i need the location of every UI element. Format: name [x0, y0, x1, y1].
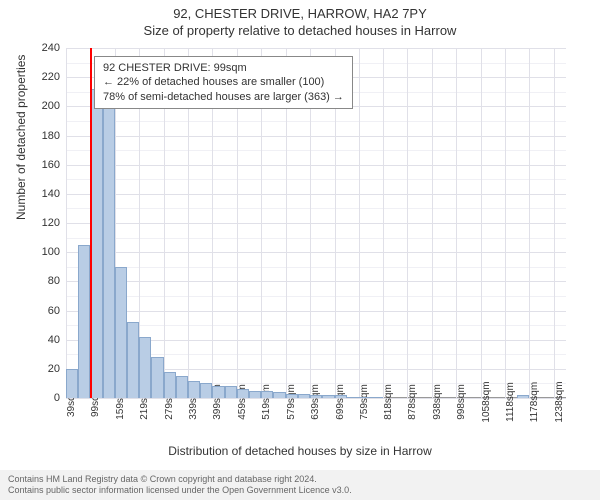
grid-line-vertical: [66, 48, 67, 398]
grid-line-horizontal: [66, 252, 566, 253]
chart-title-line2: Size of property relative to detached ho…: [0, 21, 600, 38]
x-tick-label: 818sqm: [383, 384, 394, 420]
info-box-line1: 92 CHESTER DRIVE: 99sqm: [103, 61, 344, 75]
x-tick-label: 759sqm: [359, 384, 370, 420]
grid-line-horizontal-minor: [66, 325, 566, 326]
x-tick-label: 1118sqm: [505, 382, 516, 422]
x-tick-label: 579sqm: [286, 384, 297, 420]
grid-line-vertical: [529, 48, 530, 398]
grid-line-vertical: [554, 48, 555, 398]
y-tick-label: 180: [42, 130, 60, 142]
grid-line-vertical: [359, 48, 360, 398]
grid-line-horizontal-minor: [66, 238, 566, 239]
x-tick-label: 1178sqm: [529, 382, 540, 422]
x-tick-label: 878sqm: [407, 384, 418, 420]
grid-line-horizontal: [66, 311, 566, 312]
y-tick-label: 60: [48, 305, 60, 317]
histogram-bar: [103, 102, 115, 398]
histogram-bar: [151, 357, 163, 398]
grid-line-vertical: [505, 48, 506, 398]
footer: Contains HM Land Registry data © Crown c…: [0, 470, 600, 500]
grid-line-vertical: [456, 48, 457, 398]
grid-line-horizontal: [66, 223, 566, 224]
y-tick-label: 240: [42, 42, 60, 54]
grid-line-horizontal: [66, 194, 566, 195]
x-tick-label: 938sqm: [432, 384, 443, 420]
x-tick-label: 998sqm: [456, 384, 467, 420]
histogram-bar: [310, 395, 322, 398]
info-box-line3: 78% of semi-detached houses are larger (…: [103, 90, 344, 104]
y-tick-label: 40: [48, 334, 60, 346]
histogram-bar: [273, 392, 285, 398]
y-tick-label: 100: [42, 246, 60, 258]
chart-title-line1: 92, CHESTER DRIVE, HARROW, HA2 7PY: [0, 0, 600, 21]
histogram-bar: [225, 386, 237, 398]
x-tick-label: 519sqm: [261, 384, 272, 420]
footer-line1: Contains HM Land Registry data © Crown c…: [8, 474, 592, 485]
histogram-bar: [78, 245, 90, 398]
chart-plot-area: 92 CHESTER DRIVE: 99sqm ← 22% of detache…: [66, 48, 566, 398]
grid-line-horizontal: [66, 165, 566, 166]
histogram-bar: [347, 397, 359, 398]
grid-line-horizontal: [66, 136, 566, 137]
grid-line-horizontal-minor: [66, 208, 566, 209]
histogram-bar: [127, 322, 139, 398]
grid-line-vertical: [432, 48, 433, 398]
property-marker-line: [90, 48, 92, 398]
histogram-bar: [261, 391, 273, 398]
histogram-bar: [200, 383, 212, 398]
histogram-bar: [371, 397, 383, 398]
grid-line-horizontal: [66, 48, 566, 49]
histogram-bar: [115, 267, 127, 398]
histogram-bar: [176, 376, 188, 398]
chart-container: 92, CHESTER DRIVE, HARROW, HA2 7PY Size …: [0, 0, 600, 500]
y-tick-label: 220: [42, 71, 60, 83]
grid-line-horizontal: [66, 281, 566, 282]
histogram-bar: [359, 397, 371, 398]
grid-line-horizontal-minor: [66, 150, 566, 151]
histogram-bar: [164, 372, 176, 398]
histogram-bar: [237, 389, 249, 398]
histogram-bar: [286, 394, 298, 398]
y-tick-label: 20: [48, 363, 60, 375]
y-tick-label: 80: [48, 275, 60, 287]
grid-line-vertical: [383, 48, 384, 398]
histogram-bar: [335, 395, 347, 398]
x-tick-label: 699sqm: [335, 384, 346, 420]
y-axis-label: Number of detached properties: [14, 55, 28, 220]
grid-line-vertical: [481, 48, 482, 398]
x-tick-label: 639sqm: [310, 384, 321, 420]
histogram-bar: [212, 386, 224, 398]
grid-line-vertical: [407, 48, 408, 398]
histogram-bar: [139, 337, 151, 398]
y-tick-label: 200: [42, 100, 60, 112]
grid-line-horizontal-minor: [66, 296, 566, 297]
histogram-bar: [322, 395, 334, 398]
histogram-bar: [517, 395, 529, 398]
footer-line2: Contains public sector information licen…: [8, 485, 592, 496]
grid-line-horizontal-minor: [66, 179, 566, 180]
grid-line-horizontal-minor: [66, 267, 566, 268]
y-tick-label: 0: [54, 392, 60, 404]
x-tick-label: 1238sqm: [554, 381, 565, 422]
x-tick-label: 1058sqm: [481, 381, 492, 422]
x-axis-label: Distribution of detached houses by size …: [0, 444, 600, 458]
info-box: 92 CHESTER DRIVE: 99sqm ← 22% of detache…: [94, 56, 353, 109]
histogram-bar: [188, 381, 200, 399]
y-tick-label: 140: [42, 188, 60, 200]
info-box-line2: ← 22% of detached houses are smaller (10…: [103, 75, 344, 89]
grid-line-horizontal-minor: [66, 121, 566, 122]
histogram-bar: [298, 394, 310, 398]
histogram-bar: [66, 369, 78, 398]
y-tick-label: 120: [42, 217, 60, 229]
y-tick-label: 160: [42, 159, 60, 171]
histogram-bar: [249, 391, 261, 398]
